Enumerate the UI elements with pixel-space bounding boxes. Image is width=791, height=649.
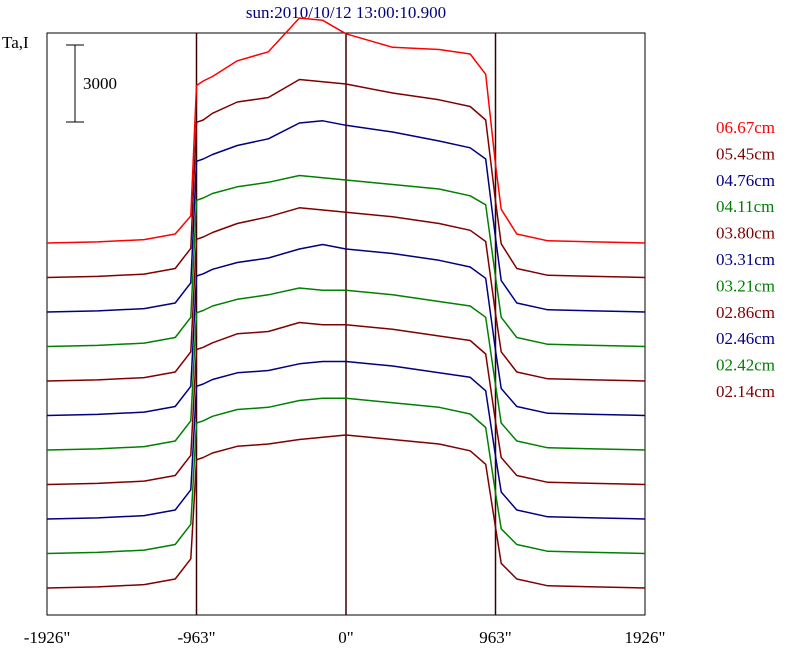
x-tick-label: 1926": [625, 628, 666, 647]
legend-entry: 05.45cm: [716, 144, 775, 163]
legend-entry: 02.86cm: [716, 303, 775, 322]
series-line-04.76cm: [46, 120, 646, 313]
x-tick-label: 0": [338, 628, 353, 647]
legend: 06.67cm 05.45cm 04.76cm 04.11cm 03.80cm 03.31…: [716, 118, 775, 401]
y-axis-label: Ta,I: [2, 33, 29, 52]
legend-entry: 02.46cm: [716, 329, 775, 348]
chart-title: sun:2010/10/12 13:00:10.900: [246, 3, 446, 22]
series-line-02.46cm: [46, 360, 646, 520]
series-line-02.14cm: [46, 434, 646, 589]
legend-entry: 03.21cm: [716, 276, 775, 295]
scale-bar: 3000: [66, 44, 117, 123]
series-line-02.86cm: [46, 321, 646, 486]
legend-entry: 02.14cm: [716, 382, 775, 401]
series-line-02.42cm: [46, 397, 646, 555]
series-line-05.45cm: [46, 78, 646, 279]
scale-bar-label: 3000: [83, 74, 117, 93]
series-line-06.67cm: [46, 17, 646, 244]
legend-entry: 04.11cm: [716, 197, 774, 216]
x-tick-label: 963": [479, 628, 511, 647]
series-lines: [46, 17, 646, 589]
series-line-03.80cm: [46, 207, 646, 382]
x-tick-label: -1926": [24, 628, 71, 647]
legend-entry: 04.76cm: [716, 171, 775, 190]
x-tick-labels: -1926" -963" 0" 963" 1926": [24, 628, 666, 647]
series-line-04.11cm: [46, 174, 646, 348]
x-tick-label: -963": [177, 628, 215, 647]
legend-entry: 03.80cm: [716, 224, 775, 243]
legend-entry: 02.42cm: [716, 356, 775, 375]
reference-lines: [195, 33, 497, 615]
legend-entry: 03.31cm: [716, 250, 775, 269]
series-line-03.31cm: [46, 243, 646, 417]
series-line-03.21cm: [46, 287, 646, 451]
legend-entry: 06.67cm: [716, 118, 775, 137]
